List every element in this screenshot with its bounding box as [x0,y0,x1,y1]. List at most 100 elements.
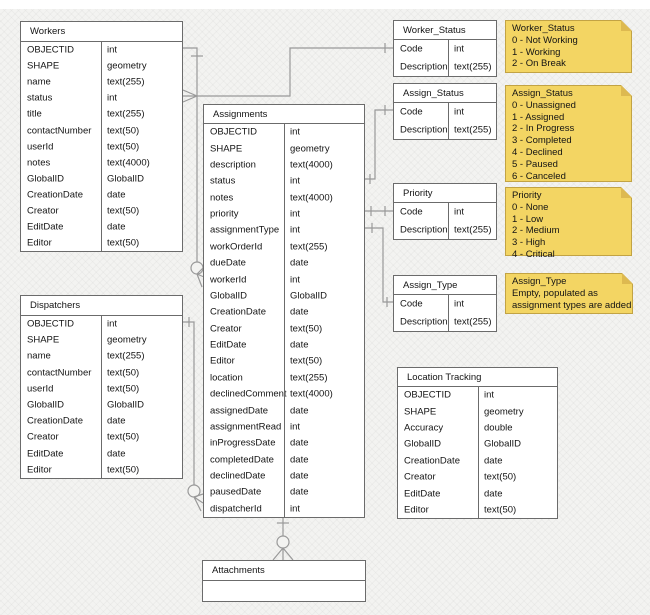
field-type: date [290,339,309,351]
table-row: inProgressDate date [204,435,364,451]
table-row: Description text(255) [394,221,496,239]
note-title: Priority [512,190,542,201]
connector-assignments-priority[interactable] [365,206,393,216]
field-name: SHAPE [404,406,437,418]
table-rows: Code int Description text(255) [394,40,496,76]
page-top-margin [0,0,650,9]
table-title: Assign_Type [394,276,496,295]
entity-table-attachments[interactable]: Attachments [202,560,366,602]
table-row: OBJECTID int [21,316,182,332]
column-divider [448,203,449,239]
entity-table-worker-status[interactable]: Worker_Status Code int Description text(255) [393,20,497,77]
field-name: description [210,159,256,171]
connector-workers-assignments[interactable] [183,47,205,288]
entity-table-assign-type[interactable]: Assign_Type Code int Description text(255) [393,275,497,332]
field-type: int [290,421,301,433]
connector-dispatchers-assignments[interactable] [183,317,204,512]
field-type: geometry [484,406,524,418]
field-type: text(50) [107,383,140,395]
table-row: Code int [394,295,496,313]
field-name: Accuracy [404,422,444,434]
table-row: declinedComment text(4000) [204,386,364,402]
field-name: inProgressDate [210,437,276,449]
field-type: text(255) [107,76,145,88]
table-row: status int [21,90,182,106]
field-name: Editor [27,464,52,476]
connector-assignments-attachments[interactable] [272,515,294,561]
field-type: int [454,106,465,118]
note-line: 2 - On Break [512,58,566,70]
entity-table-assign-status[interactable]: Assign_Status Code int Description text(255) [393,83,497,140]
field-name: Description [400,224,448,236]
column-divider [448,103,449,139]
field-name: declinedDate [210,470,266,482]
entity-table-dispatchers[interactable]: Dispatchers OBJECTID int SHAPE geometry name t… [20,295,183,479]
many-crow-foot [272,547,294,561]
connector-line [365,227,393,303]
table-row: assignedDate date [204,402,364,418]
entity-table-location-tracking[interactable]: Location Tracking OBJECTID int SHAPE geometr… [397,367,558,520]
field-type: text(50) [290,355,323,367]
connector-assignments-assign-status[interactable] [365,105,393,184]
entity-table-assignments[interactable]: Assignments OBJECTID int SHAPE geometry descr… [203,104,365,518]
field-type: geometry [107,60,147,72]
field-type: GlobalID [107,399,144,411]
field-name: Code [400,43,423,55]
note-line: 6 - Canceled [512,170,566,182]
column-divider [448,40,449,76]
field-name: pausedDate [210,486,262,498]
table-row: title text(255) [21,106,182,122]
connector-workers-worker-status[interactable] [182,43,393,103]
entity-table-priority[interactable]: Priority Code int Description text(255) [393,183,497,240]
table-row: workOrderId text(255) [204,239,364,255]
note-title: Worker_Status [512,23,575,34]
table-row: dueDate date [204,255,364,271]
entity-table-workers[interactable]: Workers OBJECTID int SHAPE geometry name text(… [20,21,183,253]
field-name: Code [400,106,423,118]
field-type: date [290,306,309,318]
table-row: declinedDate date [204,468,364,484]
field-name: OBJECTID [27,318,74,330]
table-row: Editor text(50) [204,353,364,369]
field-type: text(50) [107,464,140,476]
note-background [506,21,631,72]
table-row: GlobalID GlobalID [398,436,557,452]
field-name: priority [210,208,239,220]
sticky-note-priority[interactable]: Priority 0 - None 1 - Low 2 - Medium 3 - Hig… [505,187,632,260]
table-row: workerId int [204,271,364,287]
sticky-note-assign-status[interactable]: Assign_Status 0 - Unassigned 1 - Assigned 2… [505,85,632,182]
field-name: dueDate [210,257,246,269]
table-rows: OBJECTID int SHAPE geometry name text(255) con… [21,316,182,478]
field-type: date [107,448,126,460]
field-name: assignmentType [210,224,280,236]
field-type: int [454,298,465,310]
table-row: SHAPE geometry [398,403,557,419]
connector-assignments-assign-type[interactable] [365,223,393,307]
field-name: contactNumber [27,367,92,379]
note-text: Assign_Type Empty, populated as assignment… [505,273,633,311]
note-background [506,274,632,313]
field-type: text(50) [484,471,517,483]
field-name: CreationDate [27,415,83,427]
table-title: Workers [21,22,182,42]
sticky-note-worker-status[interactable]: Worker_Status 0 - Not Working 1 - Working 2… [505,20,632,73]
note-fold-corner-icon [621,20,632,31]
sticky-note-assign-type[interactable]: Assign_Type Empty, populated as assignment… [505,273,633,314]
field-name: GlobalID [404,438,441,450]
zero-circle [190,261,204,275]
field-name: Code [400,298,423,310]
note-fold-corner-icon [622,273,633,284]
field-name: status [210,175,236,187]
table-row: OBJECTID int [21,42,182,58]
table-row: Creator text(50) [21,203,182,219]
table-row: name text(255) [21,348,182,364]
field-name: name [27,76,51,88]
field-type: geometry [107,334,147,346]
field-name: EditDate [210,339,247,351]
field-type: text(50) [290,323,323,335]
table-row: assignmentRead int [204,419,364,435]
note-fold-corner-icon [621,85,632,96]
field-name: workerId [210,274,247,286]
field-type: text(255) [454,316,492,328]
field-type: text(255) [107,108,145,120]
